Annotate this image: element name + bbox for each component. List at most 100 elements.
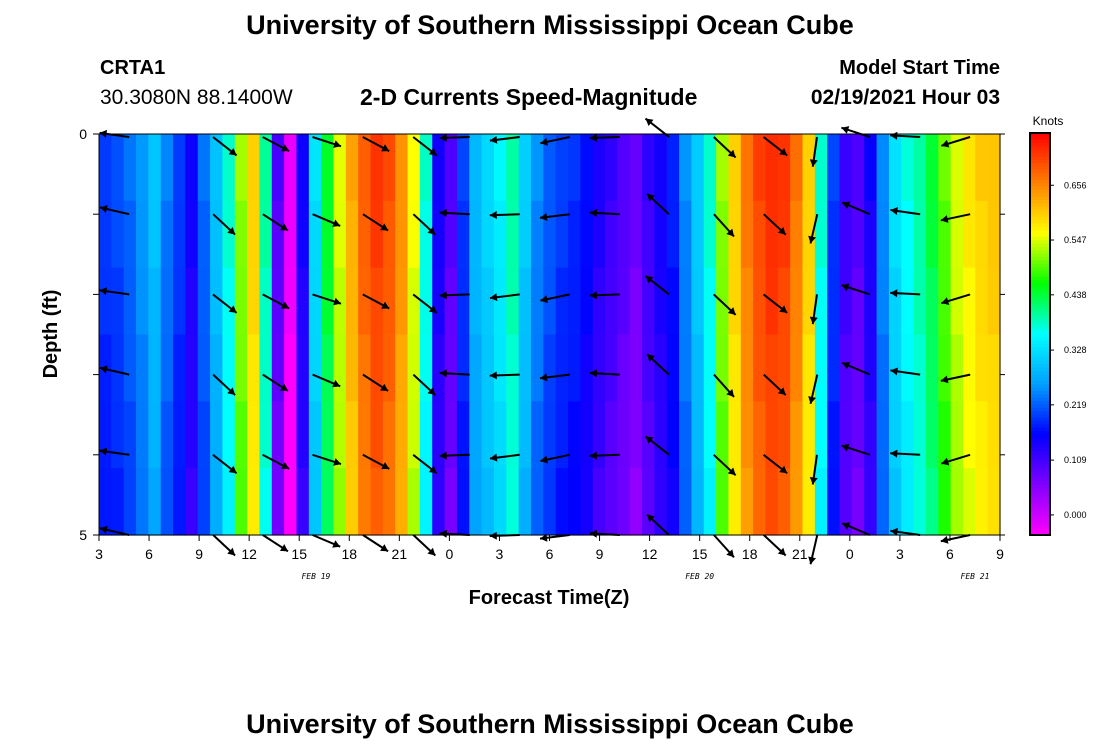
heatmap-cell bbox=[432, 468, 446, 536]
heatmap-cell bbox=[765, 334, 779, 402]
heatmap-cell bbox=[617, 134, 631, 202]
heatmap-cell bbox=[543, 200, 557, 269]
heatmap-cell bbox=[987, 468, 1001, 536]
heatmap-cell bbox=[370, 134, 384, 202]
colorbar-segment bbox=[1030, 434, 1050, 439]
x-tick-label: 3 bbox=[896, 546, 904, 562]
heatmap-cell bbox=[753, 134, 767, 202]
current-arrow bbox=[439, 291, 470, 300]
heatmap-cell bbox=[740, 334, 754, 402]
heatmap-cell bbox=[493, 334, 507, 402]
heatmap-cell bbox=[333, 200, 347, 269]
heatmap-cell bbox=[99, 401, 112, 469]
heatmap-cell bbox=[345, 200, 359, 269]
heatmap-cell bbox=[123, 401, 137, 469]
colorbar-segment bbox=[1030, 293, 1050, 298]
heatmap-cell bbox=[234, 468, 248, 536]
heatmap-cell bbox=[296, 401, 310, 469]
heatmap-cell bbox=[555, 267, 569, 336]
heatmap-cell bbox=[432, 334, 446, 402]
current-arrow bbox=[540, 136, 570, 146]
heatmap-cell bbox=[617, 334, 631, 402]
x-tick-label: 12 bbox=[241, 546, 257, 562]
heatmap-cell bbox=[925, 401, 939, 469]
heatmap-cell bbox=[370, 401, 384, 469]
heatmap-cell bbox=[839, 267, 853, 336]
date-label: FEB 20 bbox=[685, 572, 714, 581]
current-arrow bbox=[212, 213, 236, 236]
heatmap-cell bbox=[716, 334, 730, 402]
heatmap-cell bbox=[481, 468, 495, 536]
heatmap-cell bbox=[259, 134, 273, 202]
colorbar-segment bbox=[1030, 256, 1050, 261]
heatmap-cell bbox=[703, 134, 717, 202]
heatmap-cell bbox=[382, 401, 396, 469]
heatmap-cell bbox=[247, 200, 261, 269]
y-axis-ticks: 05 bbox=[79, 126, 1005, 543]
colorbar-segment bbox=[1030, 250, 1050, 255]
heatmap-cell bbox=[247, 401, 261, 469]
heatmap-cell bbox=[839, 134, 853, 202]
colorbar-segment bbox=[1030, 457, 1050, 462]
colorbar-segment bbox=[1030, 397, 1050, 402]
heatmap-cell bbox=[173, 200, 186, 269]
heatmap-cell bbox=[691, 134, 705, 202]
heatmap-cell bbox=[568, 468, 581, 536]
heatmap-cell bbox=[888, 267, 902, 336]
colorbar: 0.656 0.547 0.438 0.328 0.219 0.109 0.000 bbox=[1029, 132, 1087, 536]
heatmap-cell bbox=[679, 134, 693, 202]
heatmap-cell bbox=[975, 200, 989, 269]
heatmap-cell bbox=[716, 134, 730, 202]
current-arrow bbox=[262, 293, 290, 310]
heatmap-cell bbox=[284, 468, 298, 536]
current-arrow bbox=[713, 213, 735, 238]
heatmap-cell bbox=[629, 401, 643, 469]
heatmap-cell bbox=[617, 401, 631, 469]
heatmap-cell bbox=[802, 401, 816, 469]
colorbar-segment bbox=[1030, 196, 1050, 201]
current-arrow bbox=[412, 213, 437, 236]
heatmap-cell bbox=[99, 134, 112, 202]
heatmap-cell bbox=[753, 334, 767, 402]
heatmap-cell bbox=[185, 401, 199, 469]
heatmap-cell bbox=[543, 267, 557, 336]
heatmap-cell bbox=[753, 468, 767, 536]
heatmap-cell bbox=[234, 267, 248, 336]
heatmap-cell bbox=[469, 401, 483, 469]
heatmap-cell bbox=[271, 401, 285, 469]
colorbar-segment bbox=[1030, 287, 1050, 292]
colorbar-segment bbox=[1030, 230, 1050, 235]
colorbar-tick-label: 0.547 bbox=[1064, 235, 1087, 245]
heatmap-cell bbox=[123, 200, 137, 269]
heatmap-cell bbox=[506, 401, 520, 469]
heatmap-cell bbox=[407, 401, 421, 469]
current-arrow bbox=[412, 373, 437, 396]
current-arrow bbox=[489, 293, 520, 302]
heatmap-cell bbox=[469, 267, 483, 336]
current-arrow bbox=[713, 454, 737, 476]
colorbar-segment bbox=[1030, 424, 1050, 429]
colorbar-segment bbox=[1030, 488, 1050, 493]
heatmap-cell bbox=[925, 334, 939, 402]
current-arrow bbox=[940, 213, 971, 223]
colorbar-segment bbox=[1030, 384, 1050, 389]
heatmap-cell bbox=[296, 334, 310, 402]
colorbar-segment bbox=[1030, 280, 1050, 285]
heatmap-cell bbox=[444, 200, 458, 269]
heatmap-cell bbox=[271, 200, 285, 269]
current-arrow bbox=[589, 133, 620, 142]
heatmap-cell bbox=[210, 200, 224, 269]
colorbar-tick-label: 0.219 bbox=[1064, 400, 1087, 410]
current-arrow bbox=[312, 213, 341, 227]
heatmap-cell bbox=[358, 200, 372, 269]
heatmap-cell bbox=[481, 401, 495, 469]
heatmap-cell bbox=[740, 267, 754, 336]
x-tick-label: 3 bbox=[496, 546, 504, 562]
colorbar-segment bbox=[1030, 263, 1050, 268]
heatmap-cell bbox=[851, 134, 865, 202]
colorbar-segment bbox=[1030, 350, 1050, 355]
current-arrow bbox=[589, 369, 620, 378]
heatmap-cell bbox=[654, 267, 668, 336]
heatmap-cell bbox=[777, 334, 791, 402]
colorbar-segment bbox=[1030, 354, 1050, 359]
